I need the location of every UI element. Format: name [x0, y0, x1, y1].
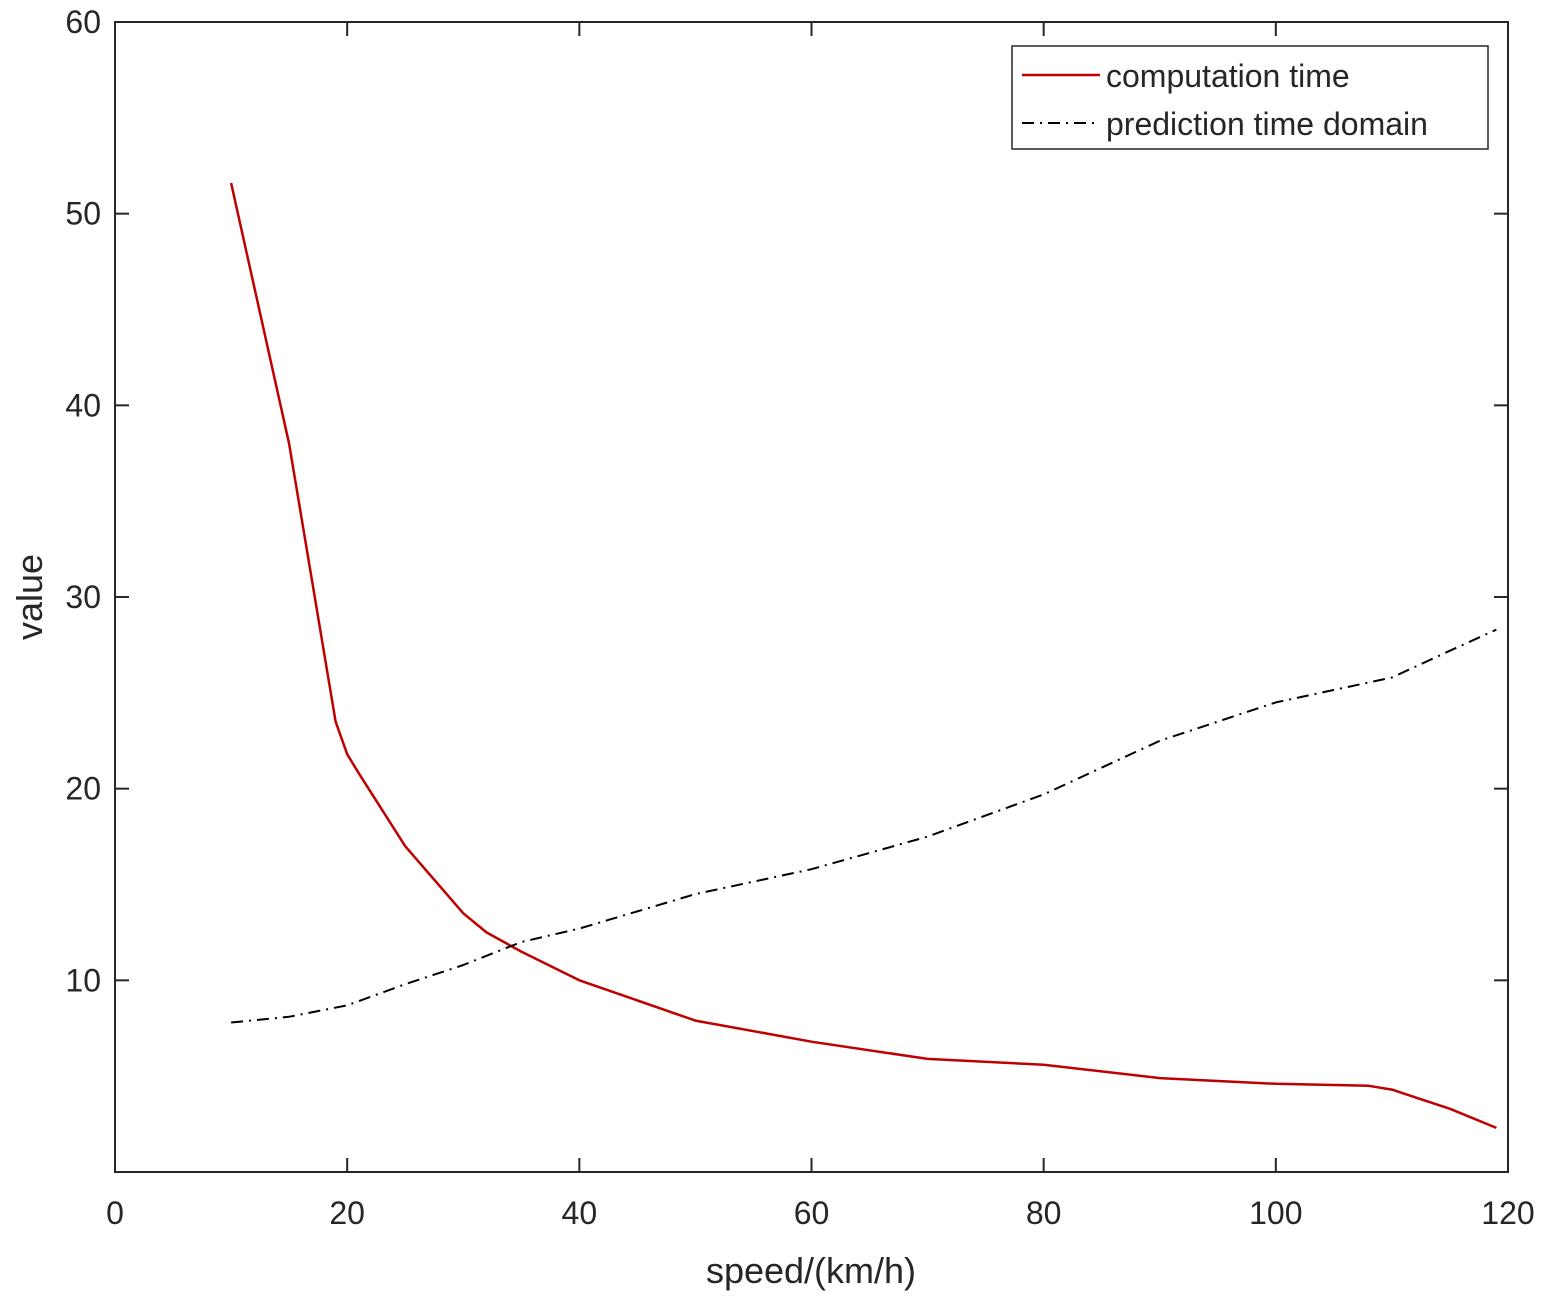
- y-axis-label: value: [9, 554, 50, 640]
- y-ticks: 10 20 30 40 50 60: [65, 4, 1508, 998]
- x-tick-label: 20: [329, 1195, 365, 1231]
- y-tick-label: 60: [65, 4, 101, 40]
- y-tick-label: 20: [65, 771, 101, 807]
- x-tick-label: 60: [794, 1195, 830, 1231]
- y-tick-label: 30: [65, 579, 101, 615]
- x-tick-label: 80: [1026, 1195, 1062, 1231]
- legend: computation time prediction time domain: [1011, 45, 1489, 150]
- x-tick-label: 40: [562, 1195, 598, 1231]
- y-tick-label: 10: [65, 962, 101, 998]
- y-tick-label: 40: [65, 387, 101, 423]
- x-tick-label: 120: [1481, 1195, 1534, 1231]
- x-axis-label: speed/(km/h): [706, 1250, 916, 1291]
- series-line-prediction-time-domain: [231, 628, 1497, 1024]
- legend-label-prediction-time-domain: prediction time domain: [1106, 106, 1428, 142]
- series-line-computation-time: [229, 182, 1497, 1130]
- y-tick-label: 50: [65, 196, 101, 232]
- legend-box: [1011, 45, 1489, 150]
- x-tick-label: 0: [106, 1195, 124, 1231]
- plot-area-frame: [114, 21, 1509, 1173]
- legend-label-computation-time: computation time: [1106, 58, 1350, 94]
- x-ticks: 0 20 40 60 80 100 120: [106, 22, 1535, 1231]
- series-lines: [229, 182, 1497, 1130]
- x-tick-label: 100: [1249, 1195, 1302, 1231]
